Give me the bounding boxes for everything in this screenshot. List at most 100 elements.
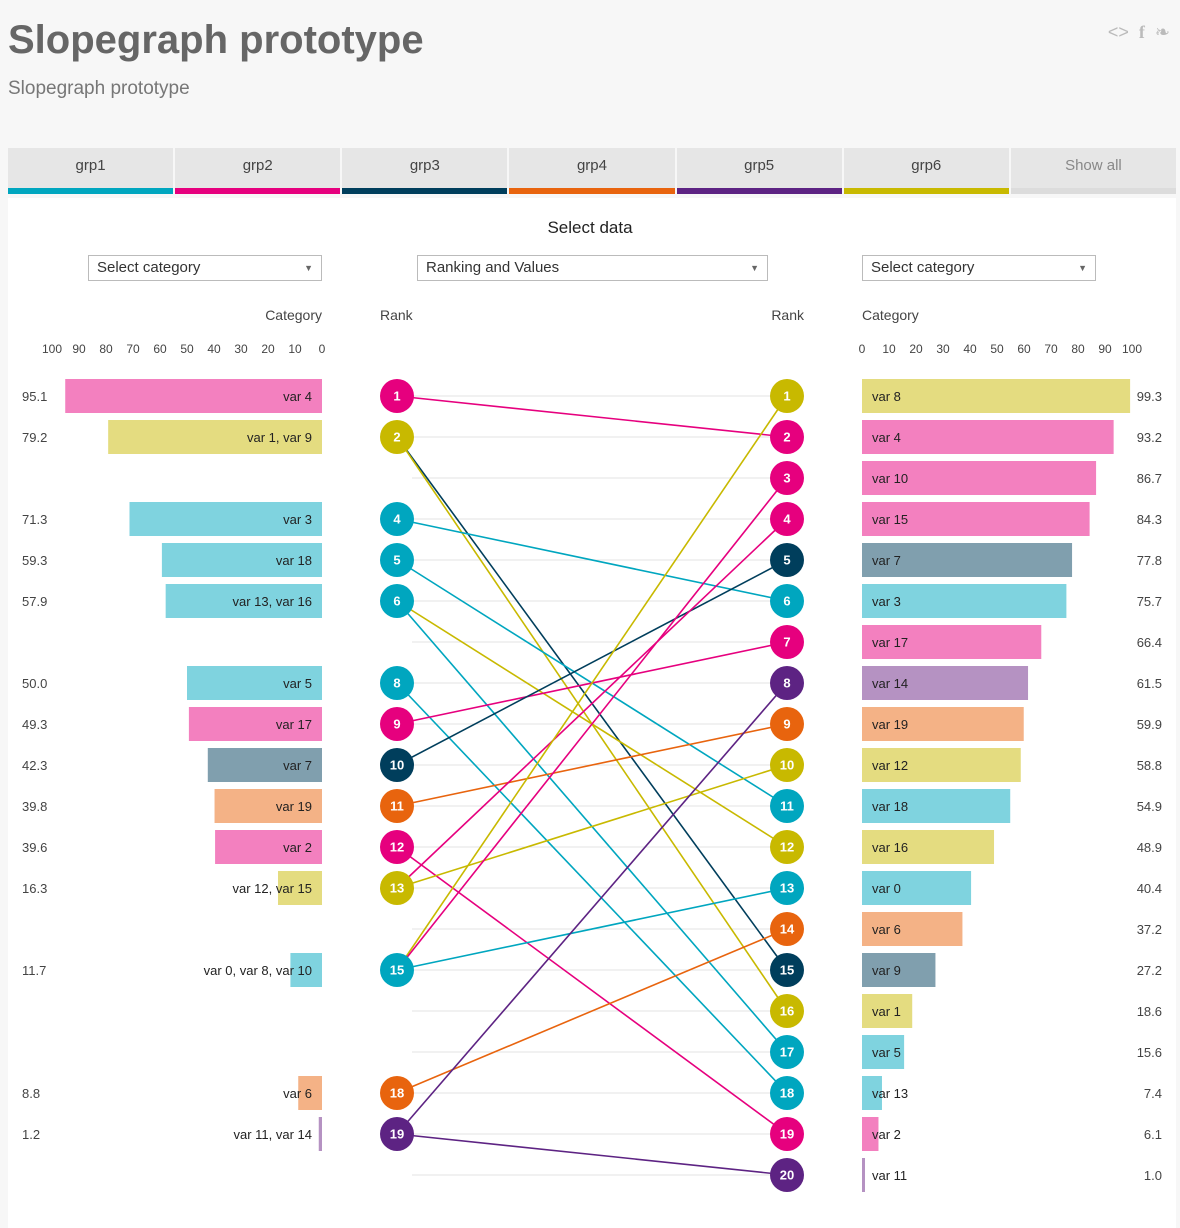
left-rank-node (380, 953, 414, 987)
tab-show-all[interactable]: Show all (1010, 148, 1176, 194)
right-bar-value: 54.9 (1137, 799, 1162, 814)
left-bar-label: var 0, var 8, var 10 (204, 963, 312, 978)
left-rank-node (380, 666, 414, 700)
right-bar (862, 461, 1097, 495)
right-rank-node (770, 912, 804, 946)
left-bar-value: 59.3 (22, 553, 47, 568)
right-bar-label: var 1 (872, 1004, 901, 1019)
right-bar (862, 1158, 865, 1192)
left-bar (290, 953, 322, 987)
left-bar-value: 95.1 (22, 389, 47, 404)
slope-line (396, 928, 788, 1094)
left-axis-tick-label: 100 (42, 342, 62, 356)
right-bar (862, 871, 972, 905)
right-bar-value: 66.4 (1137, 635, 1162, 650)
right-bar-label: var 8 (872, 389, 901, 404)
right-rank-node-label: 19 (780, 1127, 794, 1142)
tab-grp6[interactable]: grp6 (843, 148, 1009, 194)
right-rank-node (770, 871, 804, 905)
right-axis-label: Category (862, 307, 919, 323)
right-rank-node-label: 7 (783, 635, 790, 650)
right-bar (862, 748, 1021, 782)
left-rank-node-label: 15 (390, 963, 404, 978)
tab-grp4[interactable]: grp4 (509, 148, 675, 194)
right-bar-value: 37.2 (1137, 922, 1162, 937)
tab-grp5[interactable]: grp5 (676, 148, 842, 194)
right-axis-tick-label: 50 (990, 342, 1004, 356)
right-bar-label: var 9 (872, 963, 901, 978)
left-bar-value: 39.8 (22, 799, 47, 814)
slope-line (396, 682, 788, 1135)
right-bar-value: 40.4 (1137, 881, 1162, 896)
chevron-down-icon: ▼ (304, 263, 313, 273)
tab-grp3[interactable]: grp3 (342, 148, 508, 194)
left-axis-tick-label: 30 (234, 342, 248, 356)
slope-line (396, 395, 788, 438)
right-rank-node (770, 1076, 804, 1110)
left-rank-label: Rank (380, 307, 414, 323)
data-mode-select[interactable]: Ranking and Values ▼ (417, 255, 768, 281)
data-mode-select-value: Ranking and Values (426, 259, 560, 276)
right-bar-label: var 6 (872, 922, 901, 937)
left-bar-value: 50.0 (22, 676, 47, 691)
right-bar (862, 584, 1067, 618)
right-bar-label: var 16 (872, 840, 908, 855)
left-rank-node (380, 1076, 414, 1110)
right-bar-value: 1.0 (1144, 1168, 1162, 1183)
right-rank-node (770, 789, 804, 823)
tab-grp1[interactable]: grp1 (8, 148, 174, 194)
left-bar-value: 79.2 (22, 430, 47, 445)
left-rank-node-label: 5 (393, 553, 400, 568)
right-bar (862, 830, 995, 864)
right-bar-label: var 13 (872, 1086, 908, 1101)
left-bar (277, 871, 322, 905)
right-rank-node-label: 8 (783, 676, 790, 691)
right-axis-tick-label: 60 (1017, 342, 1031, 356)
left-bar-label: var 11, var 14 (233, 1127, 312, 1142)
left-rank-node (380, 789, 414, 823)
right-bar-label: var 0 (872, 881, 901, 896)
left-rank-node-label: 12 (390, 840, 404, 855)
right-category-select[interactable]: Select category ▼ (862, 255, 1096, 281)
right-bar-value: 7.4 (1144, 1086, 1162, 1101)
left-bar-value: 71.3 (22, 512, 47, 527)
left-category-select[interactable]: Select category ▼ (88, 255, 322, 281)
left-bar-value: 57.9 (22, 594, 47, 609)
left-axis-tick-label: 60 (153, 342, 167, 356)
right-bar (862, 994, 913, 1028)
right-rank-node-label: 12 (780, 840, 794, 855)
right-rank-node (770, 748, 804, 782)
right-bar (862, 379, 1131, 413)
left-bar (129, 502, 322, 536)
right-bar-label: var 14 (872, 676, 908, 691)
left-rank-node-label: 6 (393, 594, 400, 609)
embed-icon[interactable]: <> (1107, 22, 1129, 42)
right-axis-tick-label: 30 (936, 342, 950, 356)
slope-line (396, 764, 788, 889)
slope-line (396, 559, 788, 766)
left-bar-value: 8.8 (22, 1086, 40, 1101)
right-bar-value: 48.9 (1137, 840, 1162, 855)
left-bar-label: var 2 (283, 840, 312, 855)
right-bar-value: 27.2 (1137, 963, 1162, 978)
right-bar-value: 86.7 (1137, 471, 1162, 486)
right-rank-node-label: 11 (780, 799, 794, 814)
right-rank-node (770, 830, 804, 864)
share-icons: <> f ❧ (1108, 22, 1170, 43)
left-bar (65, 379, 322, 413)
left-rank-node-label: 13 (390, 881, 404, 896)
right-rank-node (770, 666, 804, 700)
twitter-icon[interactable]: ❧ (1154, 22, 1170, 42)
right-bar-label: var 12 (872, 758, 908, 773)
left-bar-label: var 5 (283, 676, 312, 691)
facebook-icon[interactable]: f (1138, 22, 1145, 42)
right-bar-value: 61.5 (1137, 676, 1162, 691)
left-rank-node (380, 707, 414, 741)
slope-line (396, 723, 788, 807)
right-bar-value: 15.6 (1137, 1045, 1162, 1060)
right-rank-node (770, 502, 804, 536)
tab-grp2[interactable]: grp2 (175, 148, 341, 194)
right-bar (862, 666, 1029, 700)
right-rank-label: Rank (771, 307, 805, 323)
left-bar-value: 16.3 (22, 881, 47, 896)
